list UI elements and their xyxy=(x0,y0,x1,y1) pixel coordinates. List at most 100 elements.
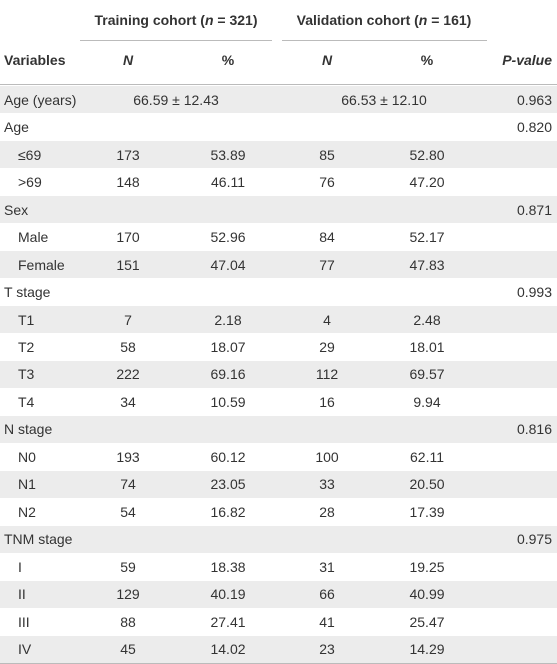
cell: 29 xyxy=(319,339,335,356)
cell: 151 xyxy=(116,256,140,273)
table-row: Male 170 52.96 84 52.17 xyxy=(0,223,557,250)
row-label: TNM stage xyxy=(4,531,73,548)
cell: 66 xyxy=(319,586,335,603)
cell: 0.820 xyxy=(516,119,552,136)
row-label: Age xyxy=(4,119,29,136)
cell: 33 xyxy=(319,476,335,493)
text-part: Training cohort ( xyxy=(94,12,205,28)
cell: 85 xyxy=(319,146,335,163)
cell: 28 xyxy=(319,503,335,520)
cell: 69.16 xyxy=(210,366,246,383)
column-header: Variables xyxy=(4,52,66,68)
cell: 16 xyxy=(319,393,335,410)
text-part: P xyxy=(502,52,512,68)
cell: 47.83 xyxy=(409,256,445,273)
row-label: N stage xyxy=(4,421,53,438)
cell: 0.993 xyxy=(516,284,552,301)
cell: 0.816 xyxy=(516,421,552,438)
cell: 88 xyxy=(120,613,136,630)
text-part: = 321) xyxy=(213,12,258,28)
cell: 31 xyxy=(319,558,335,575)
row-label: T2 xyxy=(18,339,35,356)
row-label: II xyxy=(18,586,26,603)
table-row: II 129 40.19 66 40.99 xyxy=(0,580,557,609)
cell: 14.02 xyxy=(210,641,246,658)
table-row: T1 7 2.18 4 2.48 xyxy=(0,305,557,334)
cell: 52.96 xyxy=(210,229,246,246)
column-group-header: Validation cohort (n = 161) xyxy=(297,12,472,28)
column-header: % xyxy=(221,52,235,68)
cell: 69.57 xyxy=(409,366,445,383)
cell: 14.29 xyxy=(409,641,445,658)
table-row: Age (years) 66.59 ± 12.43 66.53 ± 12.10 0.9… xyxy=(0,86,557,114)
table-row: T2 58 18.07 29 18.01 xyxy=(0,333,557,360)
table-row: N0 193 60.12 100 62.11 xyxy=(0,443,557,470)
cell: 40.99 xyxy=(409,586,445,603)
cell: 52.17 xyxy=(409,229,445,246)
text-part: = 161) xyxy=(427,12,472,28)
table-row: IV 45 14.02 23 14.29 xyxy=(0,635,557,663)
cell: 17.39 xyxy=(409,503,445,520)
cell: 66.59 ± 12.43 xyxy=(133,91,219,108)
cell: 74 xyxy=(120,476,136,493)
cell: 66.53 ± 12.10 xyxy=(341,91,427,108)
rule xyxy=(0,84,557,85)
cell: 60.12 xyxy=(210,448,246,465)
text-part: -value xyxy=(511,52,552,68)
row-label: T stage xyxy=(4,284,51,301)
cell: 173 xyxy=(116,146,140,163)
cell: 47.20 xyxy=(409,174,445,191)
column-group-header: Training cohort (n = 321) xyxy=(95,12,258,28)
column-header: % xyxy=(420,52,434,68)
row-label: III xyxy=(18,613,30,630)
row-label: Female xyxy=(18,256,65,273)
column-header: N xyxy=(122,52,134,68)
cell: 20.50 xyxy=(409,476,445,493)
cell: 76 xyxy=(319,174,335,191)
cell: 18.07 xyxy=(210,339,246,356)
table-row: Female 151 47.04 77 47.83 xyxy=(0,250,557,279)
row-label: N1 xyxy=(18,476,36,493)
cell: 40.19 xyxy=(210,586,246,603)
table-row: T3 222 69.16 112 69.57 xyxy=(0,360,557,389)
table-row: ≤69 173 53.89 85 52.80 xyxy=(0,140,557,169)
row-label: IV xyxy=(18,641,32,658)
row-label: T4 xyxy=(18,393,35,410)
cell: 23.05 xyxy=(210,476,246,493)
cell: 47.04 xyxy=(210,256,246,273)
text-part: n xyxy=(418,12,428,28)
cell: 9.94 xyxy=(413,393,441,410)
text-part: Validation cohort ( xyxy=(296,12,419,28)
cell: 25.47 xyxy=(409,613,445,630)
table-row: >69 148 46.11 76 47.20 xyxy=(0,168,557,195)
cell: 58 xyxy=(120,339,136,356)
cell: 100 xyxy=(315,448,339,465)
cell: 129 xyxy=(116,586,140,603)
cell: 148 xyxy=(116,174,140,191)
row-label: I xyxy=(18,558,22,575)
table-row: N2 54 16.82 28 17.39 xyxy=(0,498,557,525)
table-row: I 59 18.38 31 19.25 xyxy=(0,553,557,580)
table-row: N stage 0.816 xyxy=(0,415,557,444)
cell: 46.11 xyxy=(211,174,245,191)
table-row: T stage 0.993 xyxy=(0,278,557,305)
table-row: Age 0.820 xyxy=(0,113,557,140)
cell: 41 xyxy=(319,613,335,630)
cell: 2.18 xyxy=(214,311,242,328)
row-label: Age (years) xyxy=(4,91,77,108)
table-row: TNM stage 0.975 xyxy=(0,525,557,554)
cell: 18.01 xyxy=(409,339,445,356)
cell: 0.871 xyxy=(516,201,552,218)
cell: 53.89 xyxy=(210,146,246,163)
row-label: N0 xyxy=(18,448,36,465)
cell: 0.963 xyxy=(516,91,552,108)
row-label: ≤69 xyxy=(18,146,42,163)
table-row: Sex 0.871 xyxy=(0,195,557,224)
cell: 18.38 xyxy=(210,558,246,575)
table-row: T4 34 10.59 16 9.94 xyxy=(0,388,557,415)
row-label: Sex xyxy=(4,201,29,218)
row-label: >69 xyxy=(18,174,42,191)
table-row: N1 74 23.05 33 20.50 xyxy=(0,470,557,499)
row-label: T3 xyxy=(18,366,35,383)
